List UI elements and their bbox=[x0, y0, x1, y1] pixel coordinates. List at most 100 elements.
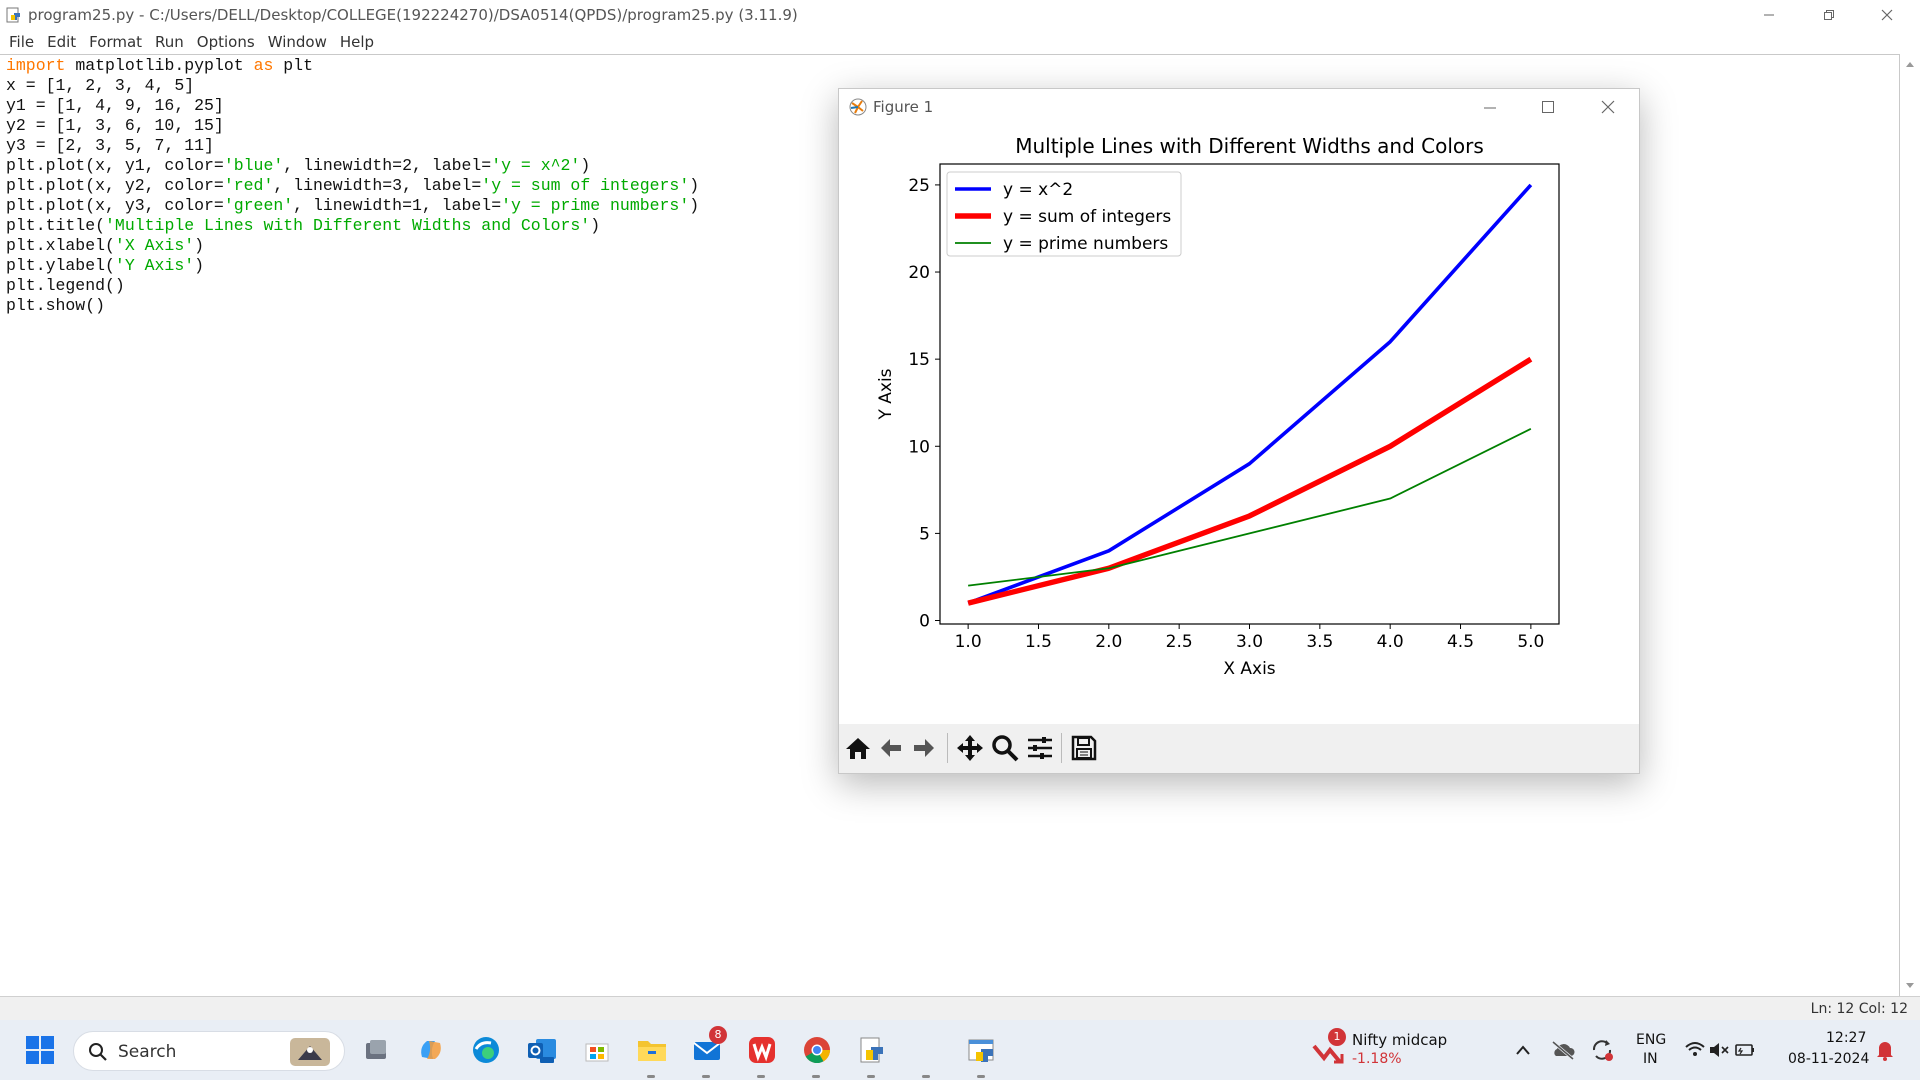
toolbar-separator bbox=[947, 733, 948, 763]
copilot-button[interactable] bbox=[411, 1030, 451, 1070]
code-editor[interactable]: import matplotlib.pyplot as plt x = [1, 2… bbox=[6, 56, 699, 316]
menu-format[interactable]: Format bbox=[89, 33, 143, 51]
file-explorer-button[interactable] bbox=[632, 1030, 672, 1070]
configure-button[interactable] bbox=[1025, 733, 1055, 763]
chrome-button[interactable] bbox=[797, 1030, 837, 1070]
start-button[interactable] bbox=[20, 1030, 60, 1070]
home-icon bbox=[846, 738, 870, 759]
code-line[interactable]: x = [1, 2, 3, 4, 5] bbox=[6, 76, 699, 96]
search-label: Search bbox=[118, 1042, 177, 1062]
chart-title: Multiple Lines with Different Widths and… bbox=[1015, 134, 1484, 158]
mail-button[interactable]: 8 bbox=[687, 1026, 727, 1070]
code-line[interactable]: y2 = [1, 3, 6, 10, 15] bbox=[6, 116, 699, 136]
code-string: 'Multiple Lines with Different Widths an… bbox=[105, 216, 591, 235]
menu-file[interactable]: File bbox=[9, 33, 35, 51]
show-hidden-icons-button[interactable] bbox=[1503, 1030, 1543, 1070]
edge-icon bbox=[473, 1037, 499, 1063]
cloud-off-icon bbox=[1552, 1040, 1575, 1060]
forward-button[interactable] bbox=[909, 733, 939, 763]
menu-run[interactable]: Run bbox=[155, 33, 184, 51]
restore-button[interactable] bbox=[1800, 0, 1858, 30]
code-line[interactable]: plt.title('Multiple Lines with Different… bbox=[6, 216, 699, 236]
figure-window[interactable]: Figure 1 1.0 1.5 2.0 2.5 3.0 3.5 4.0 4.5 5.0 0 5 10… bbox=[838, 88, 1640, 774]
legend-label-1: y = x^2 bbox=[1003, 180, 1073, 200]
notifications-button[interactable] bbox=[1868, 1030, 1902, 1070]
menu-edit[interactable]: Edit bbox=[47, 33, 77, 51]
menu-help[interactable]: Help bbox=[339, 33, 375, 51]
code-string: 'y = sum of integers' bbox=[481, 176, 690, 195]
figure-maximize-icon[interactable] bbox=[1541, 100, 1555, 114]
matplotlib-logo-icon bbox=[849, 98, 867, 116]
code-keyword: import bbox=[6, 56, 66, 75]
figure-minimize-icon[interactable] bbox=[1483, 101, 1497, 115]
back-button[interactable] bbox=[876, 733, 906, 763]
copilot-icon bbox=[421, 1041, 441, 1059]
x-axis-label: X Axis bbox=[1223, 659, 1275, 679]
code-line[interactable]: plt.plot(x, y3, color='green', linewidth… bbox=[6, 196, 699, 216]
running-indicator bbox=[977, 1075, 985, 1078]
window-title: program25.py - C:/Users/DELL/Desktop/COL… bbox=[28, 6, 798, 24]
code-text: plt.plot(x, y3, color= bbox=[6, 196, 224, 215]
language-secondary[interactable]: IN bbox=[1643, 1051, 1658, 1067]
status-bar: Ln: 12 Col: 12 bbox=[0, 996, 1920, 1021]
close-icon bbox=[1881, 9, 1893, 21]
code-line[interactable]: plt.ylabel('Y Axis') bbox=[6, 256, 699, 276]
running-indicator bbox=[922, 1075, 930, 1078]
figure-close-icon[interactable] bbox=[1601, 100, 1615, 114]
arrow-right-icon bbox=[914, 739, 934, 757]
code-text: y1 = [1, 4, 9, 16, 25] bbox=[6, 96, 224, 115]
language-primary[interactable]: ENG bbox=[1636, 1032, 1667, 1048]
code-text: ) bbox=[689, 196, 700, 215]
close-button[interactable] bbox=[1858, 0, 1916, 30]
home-button[interactable] bbox=[843, 733, 873, 763]
code-line[interactable]: plt.show() bbox=[6, 296, 699, 316]
x-tick-label: 2.5 bbox=[1166, 632, 1193, 652]
code-text: y2 = [1, 3, 6, 10, 15] bbox=[6, 116, 224, 135]
code-text: , linewidth=1, label= bbox=[293, 196, 502, 215]
mail-badge: 8 bbox=[709, 1026, 727, 1044]
wps-office-button[interactable] bbox=[742, 1030, 782, 1070]
vertical-scrollbar[interactable] bbox=[1900, 54, 1920, 996]
pan-button[interactable] bbox=[955, 733, 985, 763]
code-text: plt.legend() bbox=[6, 276, 125, 295]
y-tick-label: 20 bbox=[908, 263, 930, 283]
figure-taskbar-button[interactable] bbox=[962, 1030, 1002, 1070]
y-tick-label: 25 bbox=[908, 176, 930, 196]
code-line[interactable]: import matplotlib.pyplot as plt bbox=[6, 56, 699, 76]
outlook-button[interactable] bbox=[522, 1030, 562, 1070]
menu-window[interactable]: Window bbox=[267, 33, 327, 51]
taskbar-search-box[interactable]: Search bbox=[73, 1031, 345, 1071]
clock-date[interactable]: 08-11-2024 bbox=[1788, 1051, 1870, 1067]
quick-settings-button[interactable] bbox=[1684, 1030, 1756, 1070]
cursor-position: Ln: 12 Col: 12 bbox=[1810, 1001, 1908, 1017]
python-shell-button[interactable] bbox=[907, 1030, 947, 1070]
editor-area[interactable] bbox=[0, 54, 1900, 996]
folder-icon bbox=[638, 1041, 666, 1061]
floppy-disk-icon bbox=[1071, 735, 1097, 761]
code-line[interactable]: y1 = [1, 4, 9, 16, 25] bbox=[6, 96, 699, 116]
task-view-button[interactable] bbox=[356, 1030, 396, 1070]
code-line[interactable]: plt.plot(x, y2, color='red', linewidth=3… bbox=[6, 176, 699, 196]
code-line[interactable]: plt.plot(x, y1, color='blue', linewidth=… bbox=[6, 156, 699, 176]
minimize-button[interactable] bbox=[1740, 0, 1798, 30]
stock-widget[interactable]: 1 Nifty midcap -1.18% bbox=[1310, 1028, 1490, 1072]
python-idle-button[interactable] bbox=[852, 1030, 892, 1070]
onedrive-button[interactable] bbox=[1543, 1030, 1583, 1070]
code-text: ) bbox=[689, 176, 700, 195]
menu-options[interactable]: Options bbox=[196, 33, 255, 51]
edge-button[interactable] bbox=[466, 1030, 506, 1070]
python-file-icon bbox=[860, 1037, 883, 1063]
code-line[interactable]: y3 = [2, 3, 5, 7, 11] bbox=[6, 136, 699, 156]
chevron-up-icon bbox=[1516, 1045, 1530, 1055]
python-file-icon bbox=[6, 7, 20, 23]
sync-button[interactable] bbox=[1582, 1030, 1622, 1070]
store-button[interactable] bbox=[577, 1030, 617, 1070]
code-line[interactable]: plt.legend() bbox=[6, 276, 699, 296]
zoom-button[interactable] bbox=[990, 733, 1020, 763]
task-view-icon bbox=[366, 1040, 386, 1059]
save-button[interactable] bbox=[1069, 733, 1099, 763]
figure-title-bar: Figure 1 bbox=[839, 89, 1639, 125]
code-line[interactable]: plt.xlabel('X Axis') bbox=[6, 236, 699, 256]
clock-time[interactable]: 12:27 bbox=[1826, 1030, 1867, 1046]
widget-title: Nifty midcap bbox=[1352, 1031, 1448, 1049]
